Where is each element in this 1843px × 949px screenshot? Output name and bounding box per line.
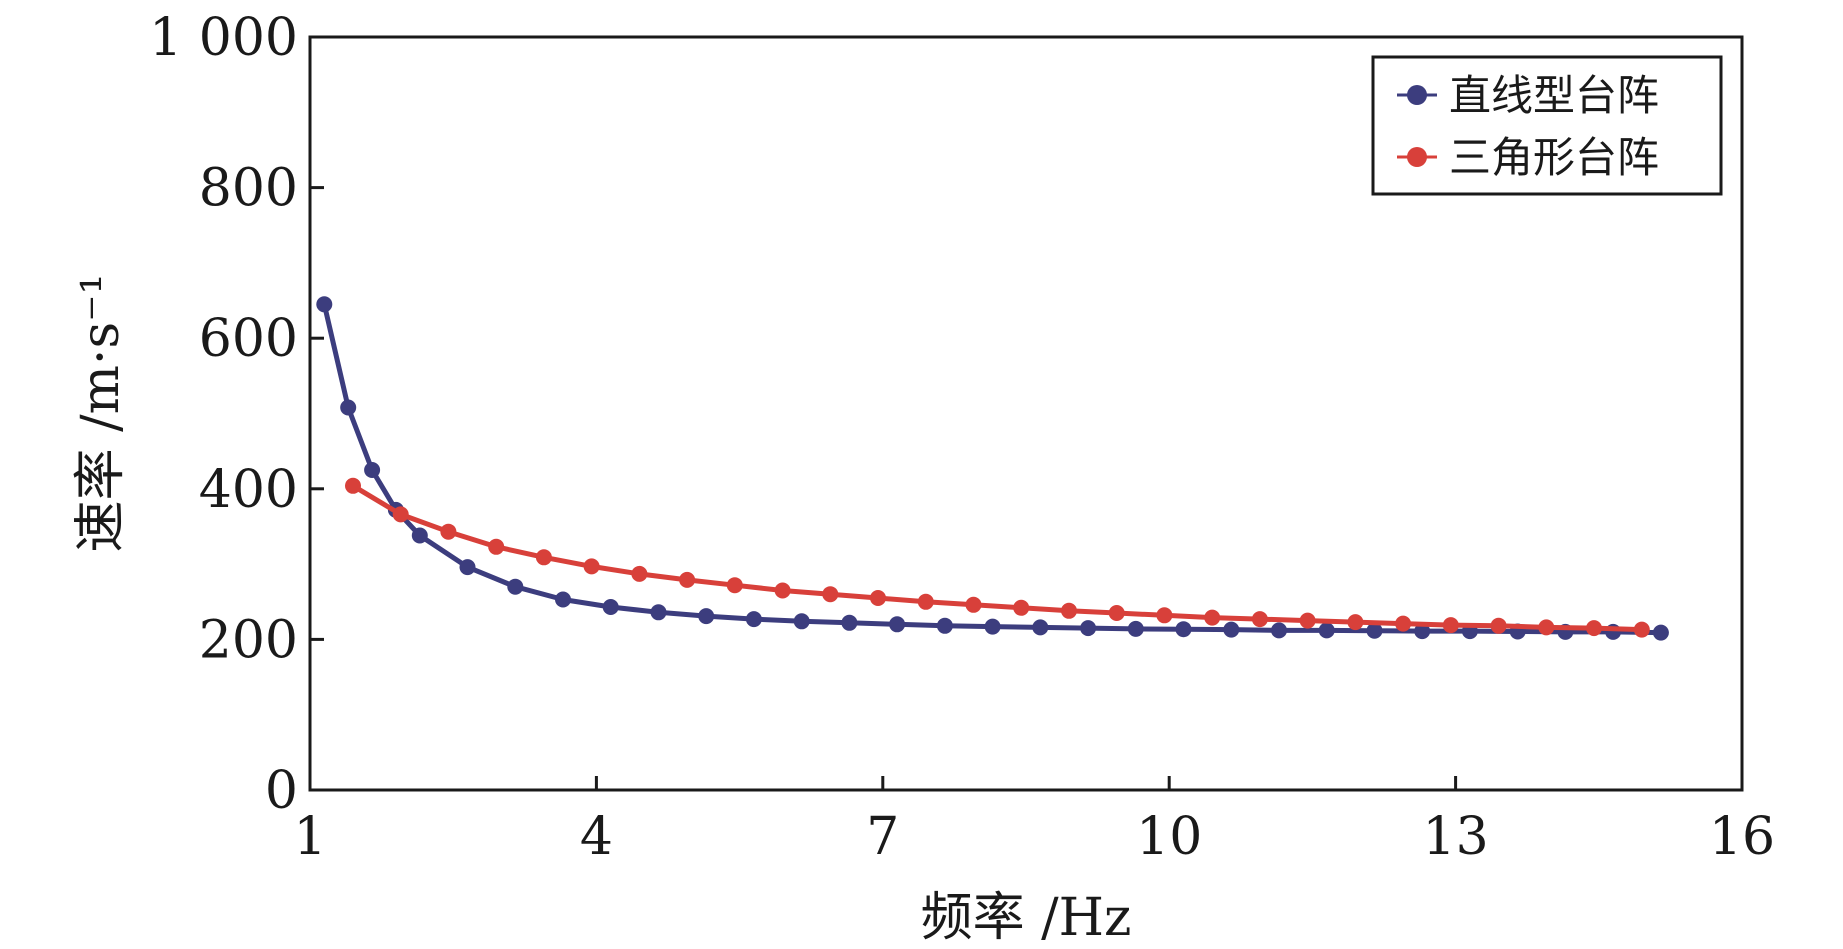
data-point <box>1108 605 1125 621</box>
y-tick-label: 0 <box>265 761 298 821</box>
x-tick-label: 7 <box>866 807 899 867</box>
y-axis-title: 速率 /m·s⁻¹ <box>71 274 131 553</box>
data-point <box>535 549 552 566</box>
data-point <box>1175 621 1192 638</box>
data-point <box>345 477 361 494</box>
data-point <box>1442 617 1459 634</box>
data-point <box>774 582 791 599</box>
data-point <box>340 399 357 416</box>
data-point <box>364 462 381 478</box>
x-tick-label: 13 <box>1423 807 1489 867</box>
y-tick-label: 1 000 <box>149 8 298 68</box>
legend-label-triangle-array: 三角形台阵 <box>1449 133 1659 182</box>
legend-marker-triangle-array <box>1407 147 1427 167</box>
data-point <box>1223 621 1240 638</box>
data-point <box>459 559 476 576</box>
data-point <box>411 527 428 544</box>
data-point <box>583 558 600 575</box>
x-tick-label: 4 <box>580 807 613 867</box>
data-point <box>392 506 409 523</box>
data-point <box>1414 623 1431 640</box>
data-point <box>745 611 762 628</box>
data-point <box>1061 602 1077 619</box>
x-axis-title: 频率 /Hz <box>921 888 1132 948</box>
data-point <box>1080 620 1097 637</box>
y-tick-label: 600 <box>199 309 298 369</box>
data-point <box>1127 620 1144 637</box>
legend-marker-linear-array <box>1407 85 1427 105</box>
data-point <box>1347 614 1364 631</box>
series-layer <box>316 296 1669 641</box>
data-point <box>1156 607 1173 624</box>
data-point <box>1538 619 1555 636</box>
series-1 <box>345 477 1650 638</box>
data-point <box>1032 619 1049 636</box>
data-point <box>555 591 571 608</box>
x-tick-label: 10 <box>1136 807 1202 867</box>
data-point <box>1490 617 1507 634</box>
data-point <box>488 538 505 555</box>
data-point <box>841 614 858 631</box>
data-point <box>1251 611 1268 628</box>
data-point <box>631 565 648 582</box>
data-point <box>316 296 333 313</box>
data-point <box>1652 624 1669 641</box>
data-point <box>507 578 524 595</box>
legend-label-linear-array: 直线型台阵 <box>1449 71 1659 120</box>
data-point <box>822 586 839 603</box>
data-point <box>793 613 810 630</box>
data-point <box>870 590 886 606</box>
data-point <box>602 599 619 615</box>
data-point <box>726 577 743 594</box>
data-point <box>1395 615 1412 632</box>
y-tick-label: 400 <box>199 460 298 520</box>
y-tick-label: 800 <box>199 159 298 219</box>
series-0 <box>316 296 1669 641</box>
series-line <box>321 301 1664 636</box>
data-point <box>679 571 696 588</box>
data-point <box>1204 609 1221 626</box>
data-point <box>1366 622 1383 639</box>
data-point <box>984 618 1001 635</box>
data-point <box>1318 622 1335 639</box>
data-point <box>1299 612 1316 629</box>
data-point <box>1271 622 1287 639</box>
data-point <box>650 604 667 621</box>
data-point <box>1633 621 1650 638</box>
data-point <box>698 608 715 625</box>
series-line <box>350 483 1645 633</box>
data-point <box>917 593 934 610</box>
data-point <box>440 523 457 540</box>
y-tick-label: 200 <box>199 610 298 670</box>
plot-frame <box>308 35 1744 792</box>
x-tick-label: 16 <box>1709 807 1775 867</box>
legend-box <box>1371 55 1723 196</box>
legend: 直线型台阵 三角形台阵 <box>1371 55 1723 196</box>
data-point <box>936 617 953 634</box>
data-point <box>1013 599 1030 616</box>
x-tick-label: 1 <box>293 807 326 867</box>
data-point <box>889 616 906 633</box>
data-point <box>965 596 982 613</box>
data-point <box>1586 620 1602 637</box>
axis-ticks: 1 4 7 10 13 16 0 200 400 600 800 1 000 <box>149 8 1775 867</box>
